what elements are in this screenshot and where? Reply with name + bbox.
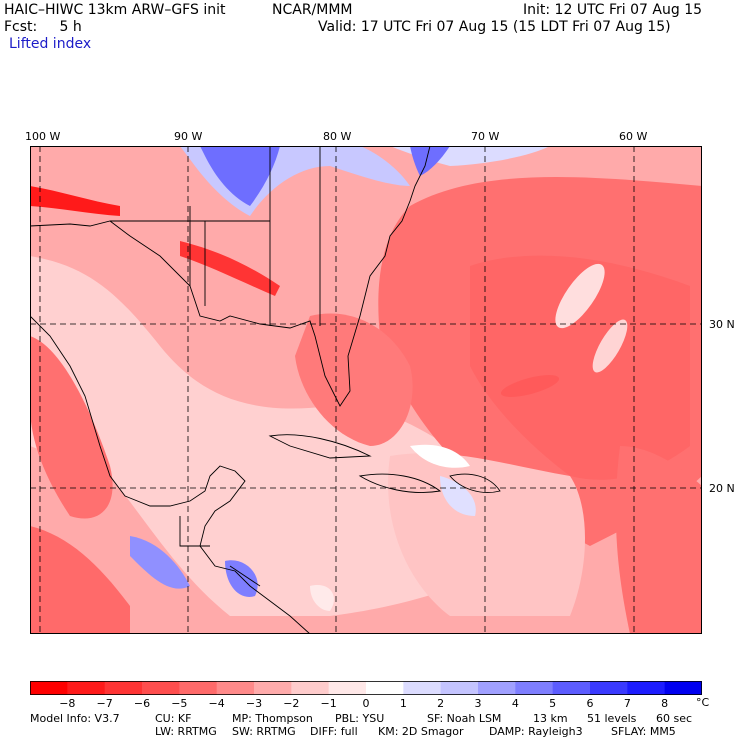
model-title: HAIC–HIWC 13km ARW–GFS init — [4, 2, 226, 18]
colorbar-swatch — [403, 681, 442, 695]
colorbar-swatch — [478, 681, 516, 695]
valid-time: Valid: 17 UTC Fri 07 Aug 15 (15 LDT Fri … — [318, 19, 671, 35]
model-info-sf: SF: Noah LSM — [427, 712, 502, 725]
colorbar-tick-label: −2 — [283, 697, 300, 710]
colorbar-swatch — [552, 681, 591, 695]
colorbar-swatch — [67, 681, 106, 695]
model-info-version: Model Info: V3.7 — [30, 712, 120, 725]
colorbar-swatch — [366, 681, 404, 695]
colorbar-tick-label: 5 — [549, 697, 557, 710]
colorbar-tick-label: −7 — [96, 697, 113, 710]
colorbar-tick-label: 8 — [661, 697, 669, 710]
colorbar-tick-label: −5 — [171, 697, 188, 710]
map-frame — [30, 146, 702, 634]
colorbar-swatch — [664, 681, 702, 695]
colorbar-tick-label: 3 — [474, 697, 482, 710]
center-label: NCAR/MMM — [272, 2, 353, 18]
colorbar-swatch — [254, 681, 292, 695]
model-info-sw: SW: RRTMG — [232, 725, 296, 738]
colorbar-swatch — [627, 681, 666, 695]
lon-label-70w: 70 W — [471, 130, 500, 143]
colorbar-unit: °C — [696, 696, 710, 709]
field-name: Lifted index — [9, 36, 92, 52]
colorbar-swatch — [590, 681, 628, 695]
model-info-pbl: PBL: YSU — [335, 712, 385, 725]
lat-lon-grid — [30, 146, 702, 634]
model-info-damp: DAMP: Rayleigh3 — [489, 725, 583, 738]
model-info-cu: CU: KF — [155, 712, 192, 725]
colorbar-swatch — [216, 681, 255, 695]
colorbar-swatch — [104, 681, 143, 695]
colorbar-swatch — [291, 681, 330, 695]
colorbar-swatch — [30, 681, 68, 695]
colorbar-border — [30, 681, 702, 695]
colorbar-swatch — [515, 681, 554, 695]
colorbar-tick-label: −1 — [320, 697, 337, 710]
colorbar-tick-label: −3 — [245, 697, 263, 710]
colorbar-tick-label: 7 — [623, 697, 631, 710]
lon-label-60w: 60 W — [619, 130, 648, 143]
colorbar-swatch — [440, 681, 479, 695]
lifted-index-map — [30, 146, 702, 634]
model-info-lw: LW: RRTMG — [155, 725, 217, 738]
colorbar-tick-label: 0 — [362, 697, 370, 710]
lat-label-30n: 30 N — [709, 318, 735, 331]
model-info-res: 13 km — [533, 712, 568, 725]
colorbar-tick-label: 1 — [399, 697, 407, 710]
colorbar-tick-label: 4 — [511, 697, 519, 710]
colorbar-swatch — [179, 681, 218, 695]
lon-label-80w: 80 W — [323, 130, 352, 143]
lon-label-100w: 100 W — [25, 130, 61, 143]
model-info-sflay: SFLAY: MM5 — [611, 725, 676, 738]
colorbar — [30, 681, 702, 695]
coastlines — [30, 146, 501, 634]
colorbar-swatch — [142, 681, 180, 695]
forecast-hour: Fcst: 5 h — [4, 19, 82, 35]
model-info-diff: DIFF: full — [310, 725, 358, 738]
colorbar-tick-label: −8 — [59, 697, 76, 710]
colorbar-swatch — [328, 681, 367, 695]
lat-label-20n: 20 N — [709, 482, 735, 495]
model-info-levels: 51 levels — [587, 712, 637, 725]
colorbar-tick-label: −6 — [133, 697, 151, 710]
colorbar-tick-label: −4 — [208, 697, 225, 710]
colorbar-tick-label: 2 — [437, 697, 445, 710]
model-info-mp: MP: Thompson — [232, 712, 313, 725]
lon-label-90w: 90 W — [174, 130, 203, 143]
colorbar-tick-label: 6 — [586, 697, 594, 710]
model-info-dt: 60 sec — [656, 712, 693, 725]
model-info-km: KM: 2D Smagor — [378, 725, 464, 738]
init-time: Init: 12 UTC Fri 07 Aug 15 — [523, 2, 703, 18]
